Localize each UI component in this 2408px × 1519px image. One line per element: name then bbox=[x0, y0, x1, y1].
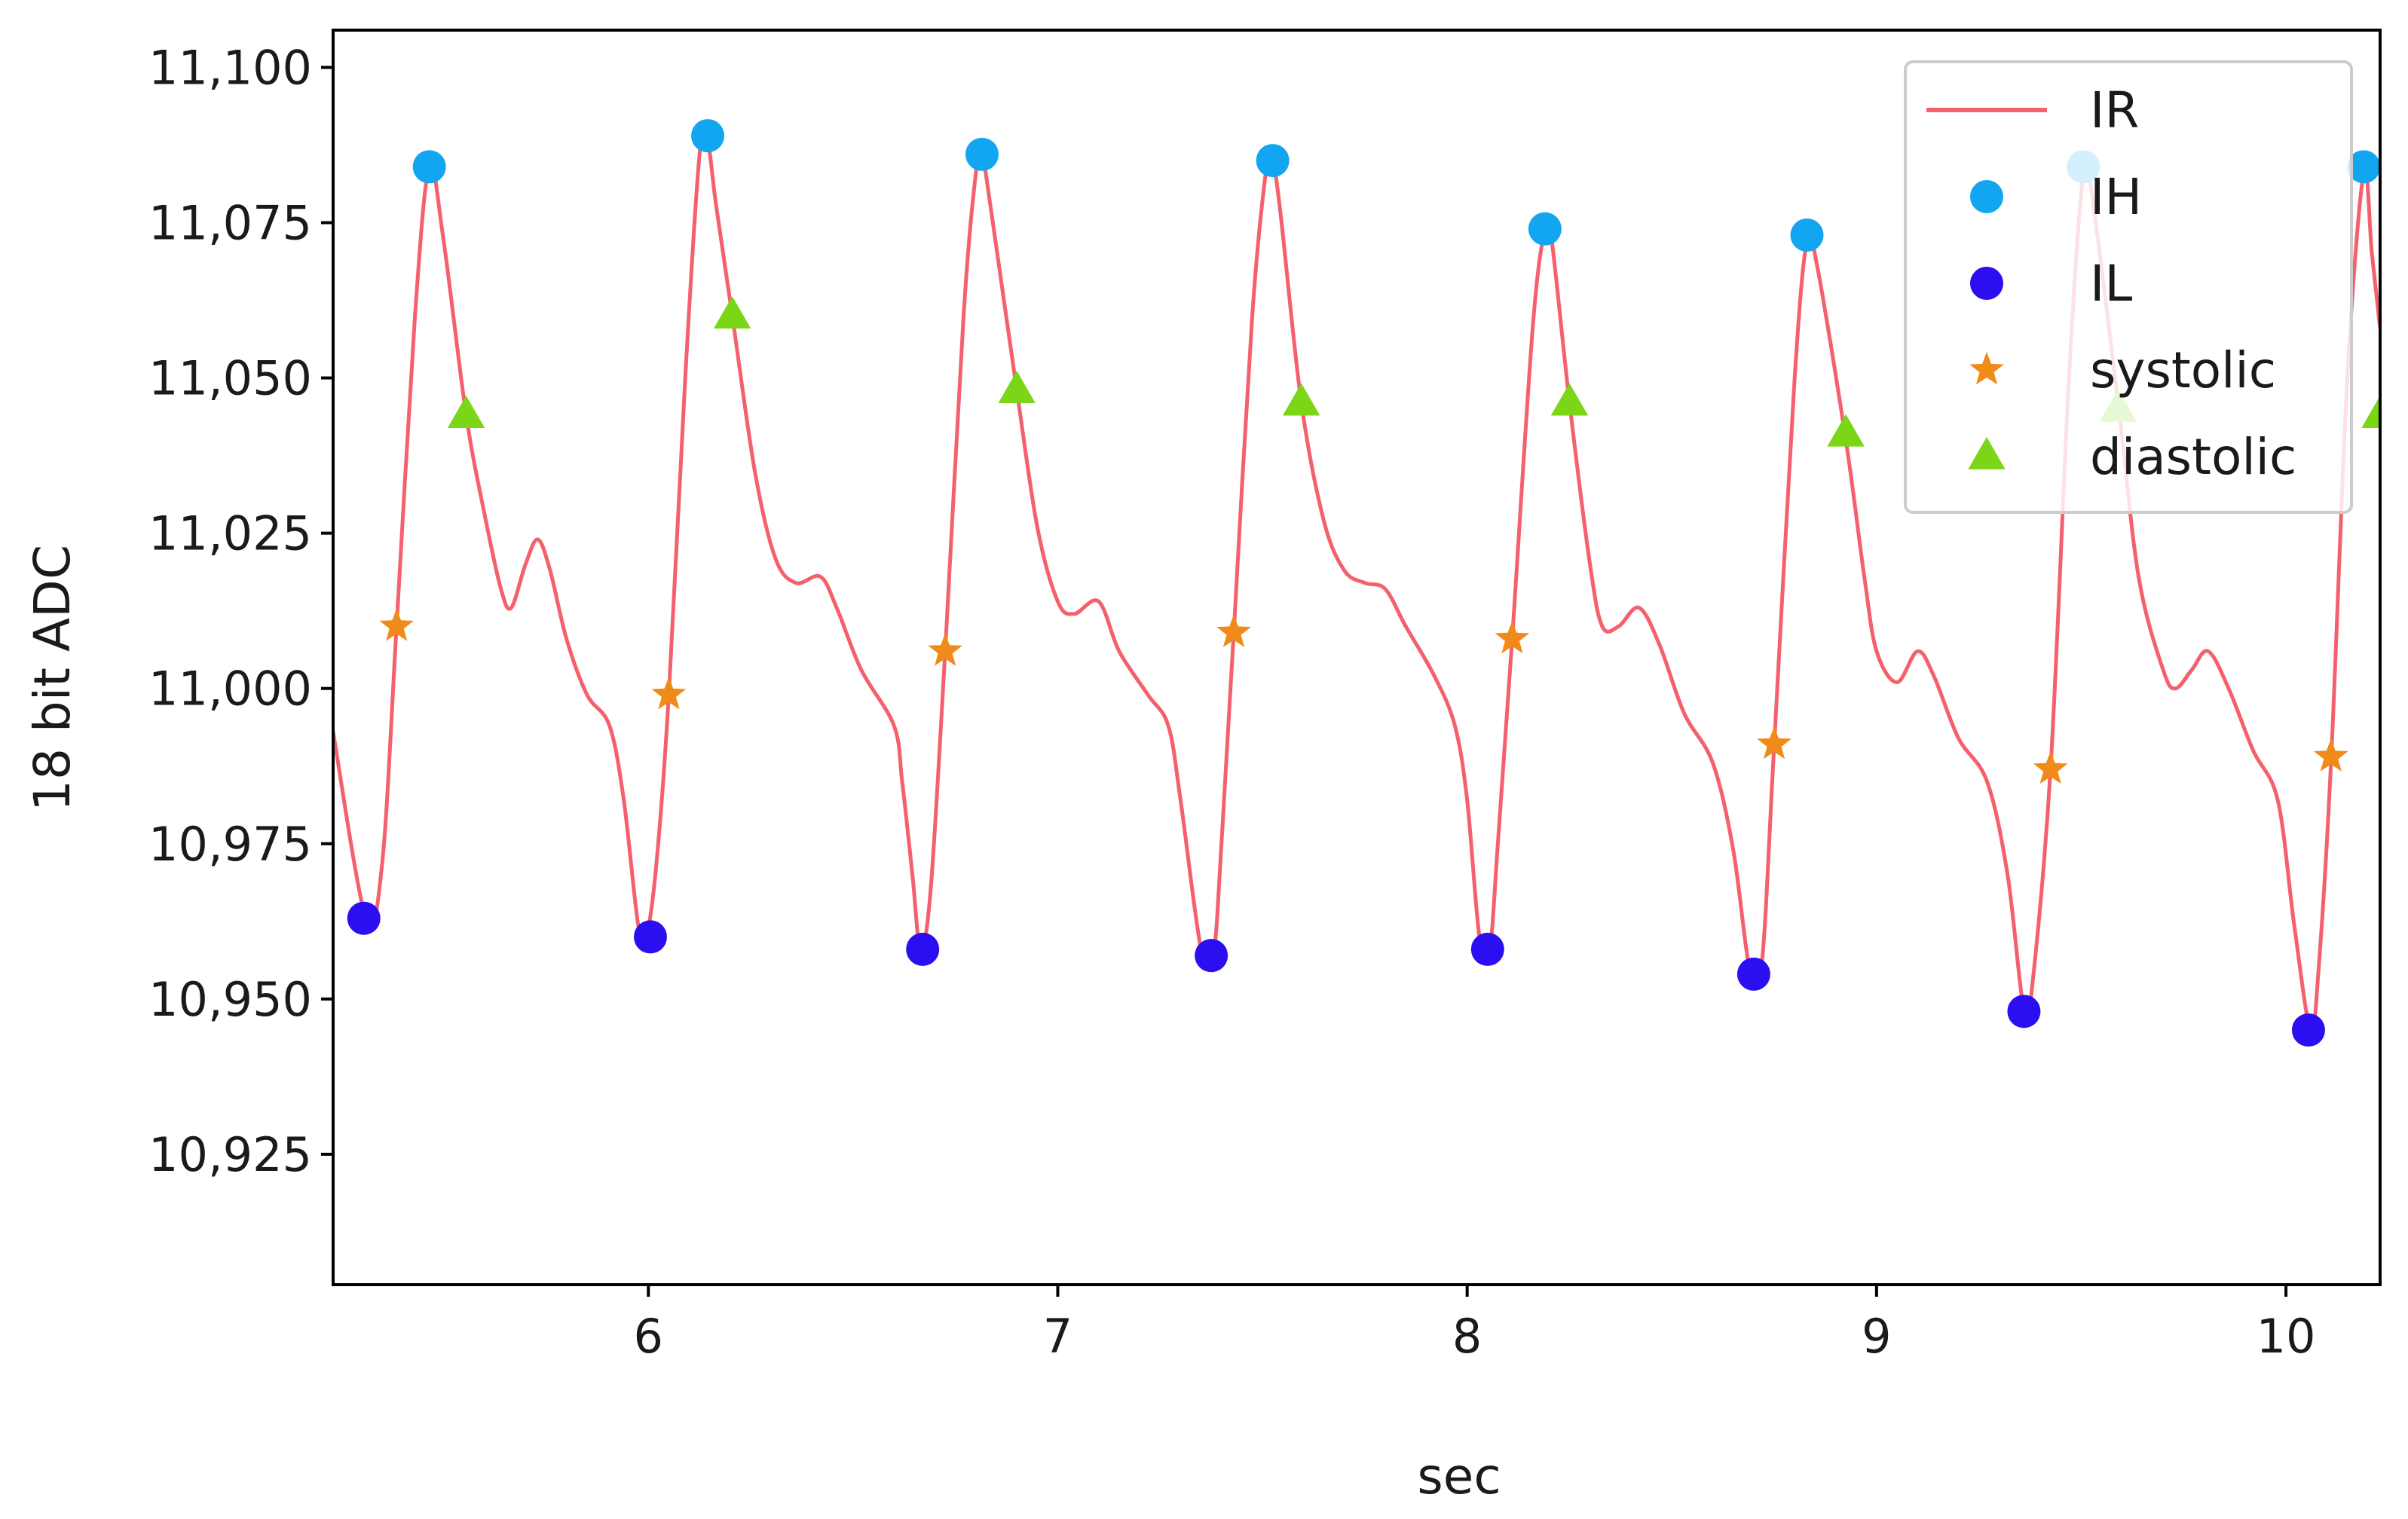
point-systolic-5 bbox=[1757, 726, 1791, 760]
legend-label-il: IL bbox=[2090, 255, 2132, 313]
y-tick-label: 11,000 bbox=[148, 662, 312, 717]
point-diastolic-5 bbox=[1827, 414, 1865, 447]
point-ih-0 bbox=[412, 150, 446, 184]
x-tick-label: 7 bbox=[1043, 1309, 1072, 1364]
y-tick-label: 11,025 bbox=[148, 506, 312, 561]
x-tick-label: 10 bbox=[2257, 1309, 2316, 1364]
legend-swatch-systolic bbox=[1969, 352, 2004, 385]
point-il-3 bbox=[1195, 939, 1228, 973]
point-systolic-3 bbox=[1216, 614, 1251, 647]
legend-label-systolic: systolic bbox=[2090, 341, 2276, 399]
axes: 10,925 10,950 10,975 11,000 11,025 11,050 11,0… bbox=[148, 40, 2315, 1364]
point-diastolic-1 bbox=[713, 296, 751, 329]
y-tick-label: 11,100 bbox=[148, 40, 312, 95]
y-axis-label: 18 bit ADC bbox=[23, 545, 81, 811]
legend-label-diastolic: diastolic bbox=[2090, 428, 2296, 486]
point-diastolic-4 bbox=[1550, 383, 1589, 416]
point-ih-1 bbox=[691, 119, 725, 153]
x-tick-label: 9 bbox=[1862, 1309, 1891, 1364]
point-systolic-7 bbox=[2314, 738, 2348, 772]
point-systolic-6 bbox=[2033, 750, 2068, 784]
point-systolic-4 bbox=[1495, 620, 1530, 654]
point-diastolic-0 bbox=[447, 396, 485, 428]
point-ih-5 bbox=[1790, 219, 1824, 252]
point-diastolic-2 bbox=[998, 371, 1036, 403]
y-tick-label: 11,050 bbox=[148, 351, 312, 406]
point-systolic-2 bbox=[928, 633, 962, 666]
point-systolic-0 bbox=[379, 608, 414, 641]
legend-swatch-il bbox=[1970, 267, 2003, 300]
point-il-0 bbox=[347, 901, 381, 935]
y-tick-label: 10,925 bbox=[148, 1127, 312, 1182]
legend-label-ih: IH bbox=[2090, 168, 2142, 226]
y-tick-label: 10,975 bbox=[148, 817, 312, 872]
legend-swatch-diastolic bbox=[1968, 437, 2006, 469]
point-ih-7 bbox=[2347, 150, 2380, 184]
legend-swatch-ih bbox=[1970, 180, 2003, 213]
y-tick-label: 11,075 bbox=[148, 196, 312, 251]
point-ih-3 bbox=[1256, 144, 1290, 178]
x-tick-label: 8 bbox=[1452, 1309, 1482, 1364]
x-axis-label: sec bbox=[1417, 1447, 1501, 1505]
plot-frame bbox=[332, 29, 2382, 1286]
point-il-5 bbox=[1736, 957, 1770, 991]
y-tick-label: 10,950 bbox=[148, 972, 312, 1027]
point-ih-2 bbox=[965, 137, 999, 171]
point-il-7 bbox=[2291, 1013, 2325, 1047]
plot-area bbox=[333, 119, 2380, 1047]
point-il-1 bbox=[633, 920, 667, 954]
legend-box bbox=[1904, 60, 2353, 514]
x-tick-label: 6 bbox=[634, 1309, 663, 1364]
point-ih-4 bbox=[1528, 212, 1562, 246]
point-systolic-1 bbox=[651, 677, 687, 710]
point-diastolic-3 bbox=[1282, 383, 1320, 416]
legend-label-ir: IR bbox=[2090, 81, 2139, 139]
point-diastolic-7 bbox=[2361, 396, 2380, 428]
point-il-4 bbox=[1470, 932, 1504, 966]
point-il-6 bbox=[2007, 995, 2041, 1028]
point-il-2 bbox=[906, 932, 940, 966]
legend: IR IH IL systolic diastolic bbox=[1904, 60, 2353, 514]
